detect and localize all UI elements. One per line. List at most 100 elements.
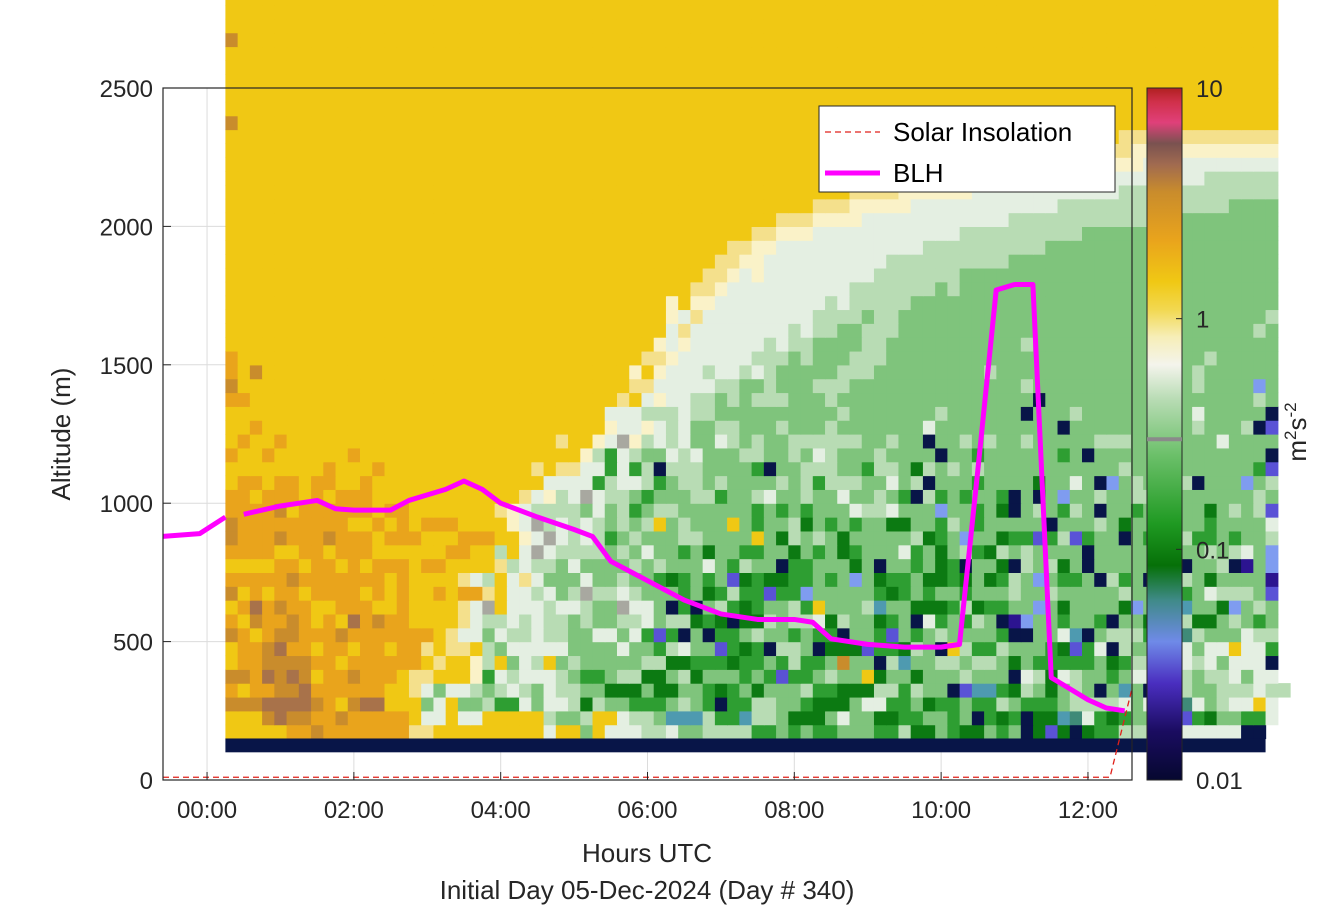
heatmap-cell (225, 461, 239, 477)
heatmap-cell (286, 4, 300, 20)
heatmap-cell (1179, 655, 1193, 670)
heatmap-cell (947, 710, 961, 726)
heatmap-cell (421, 710, 435, 726)
heatmap-cell (788, 517, 802, 532)
heatmap-cell (555, 337, 569, 352)
heatmap-cell (604, 309, 618, 324)
heatmap-cell (421, 447, 435, 463)
heatmap-cell (690, 350, 704, 366)
heatmap-cell (800, 32, 814, 48)
heatmap-cell (947, 240, 961, 255)
heatmap-cell (1045, 226, 1059, 241)
heatmap-cell (1069, 46, 1083, 61)
heatmap-cell (604, 74, 618, 89)
heatmap-cell (616, 198, 630, 214)
heatmap-cell (665, 627, 679, 643)
heatmap-cell (861, 198, 875, 214)
heatmap-cell (1192, 613, 1205, 629)
heatmap-cell (360, 226, 373, 241)
heatmap-cell (1118, 267, 1132, 283)
heatmap-cell (335, 655, 349, 670)
heatmap-cell (249, 586, 263, 601)
heatmap-cell (641, 461, 655, 477)
heatmap-cell (335, 378, 349, 394)
heatmap-cell (971, 46, 985, 61)
heatmap-cell (262, 378, 275, 394)
heatmap-cell (690, 198, 704, 214)
heatmap-cell (335, 171, 349, 186)
heatmap-cell (1020, 447, 1034, 463)
heatmap-cell (763, 475, 777, 490)
heatmap-cell (470, 420, 483, 435)
heatmap-cell (751, 129, 765, 144)
heatmap-cell (800, 655, 814, 670)
heatmap-cell (910, 74, 924, 89)
heatmap-cell (335, 696, 349, 712)
heatmap-cell (861, 323, 875, 338)
heatmap-cell (873, 420, 887, 435)
heatmap-cell (1020, 489, 1034, 504)
heatmap-cell (616, 0, 630, 6)
heatmap-cell (1008, 406, 1022, 421)
heatmap-cell (1204, 0, 1218, 6)
heatmap-cell (372, 627, 386, 643)
heatmap-cell (788, 4, 802, 20)
heatmap-cell (298, 558, 312, 573)
heatmap-cell (898, 406, 912, 421)
heatmap-cell (690, 503, 704, 518)
heatmap-cell (714, 267, 728, 283)
heatmap-cell (433, 0, 447, 6)
heatmap-cell (372, 669, 386, 684)
heatmap-cell (714, 392, 728, 407)
heatmap-cell (592, 212, 606, 227)
heatmap-cell (910, 254, 924, 269)
heatmap-cell (1033, 88, 1046, 103)
heatmap-cell (947, 198, 961, 214)
heatmap-cell (1020, 32, 1034, 48)
heatmap-cell (678, 74, 692, 89)
heatmap-cell (1106, 0, 1120, 6)
heatmap-cell (947, 254, 961, 269)
heatmap-cell (641, 517, 655, 532)
heatmap-cell (372, 60, 386, 75)
heatmap-cell (249, 696, 263, 712)
heatmap-cell (1130, 641, 1144, 657)
heatmap-cell (604, 143, 618, 158)
heatmap-cell (800, 475, 814, 490)
heatmap-cell (1106, 350, 1120, 366)
heatmap-cell (335, 641, 349, 657)
heatmap-cell (886, 364, 900, 380)
heatmap-cell (947, 503, 961, 518)
heatmap-cell (1204, 558, 1218, 573)
heatmap-cell (629, 392, 643, 407)
heatmap-cell (1045, 295, 1059, 311)
heatmap-cell (604, 503, 618, 518)
heatmap-cell (1167, 0, 1181, 6)
heatmap-cell (1179, 254, 1193, 269)
heatmap-cell (812, 198, 826, 214)
heatmap-cell (910, 530, 924, 546)
heatmap-cell (1045, 434, 1059, 449)
heatmap-cell (396, 32, 410, 48)
heatmap-cell (604, 406, 618, 421)
heatmap-cell (886, 406, 900, 421)
heatmap-cell (886, 309, 900, 324)
heatmap-cell (237, 88, 251, 103)
heatmap-cell (1204, 267, 1218, 283)
heatmap-cell (898, 710, 912, 726)
heatmap-cell (959, 60, 973, 75)
heatmap-cell (910, 364, 924, 380)
heatmap-cell (408, 434, 422, 449)
heatmap-cell (959, 655, 973, 670)
heatmap-cell (225, 115, 239, 131)
heatmap-cell (641, 503, 655, 518)
heatmap-cell (1118, 60, 1132, 75)
heatmap-cell (935, 710, 948, 726)
heatmap-cell (776, 641, 789, 657)
heatmap-cell (959, 32, 973, 48)
heatmap-cell (1106, 641, 1120, 657)
heatmap-cell (1265, 129, 1279, 144)
heatmap-cell (922, 364, 936, 380)
heatmap-cell (555, 641, 569, 657)
heatmap-cell (604, 281, 618, 297)
